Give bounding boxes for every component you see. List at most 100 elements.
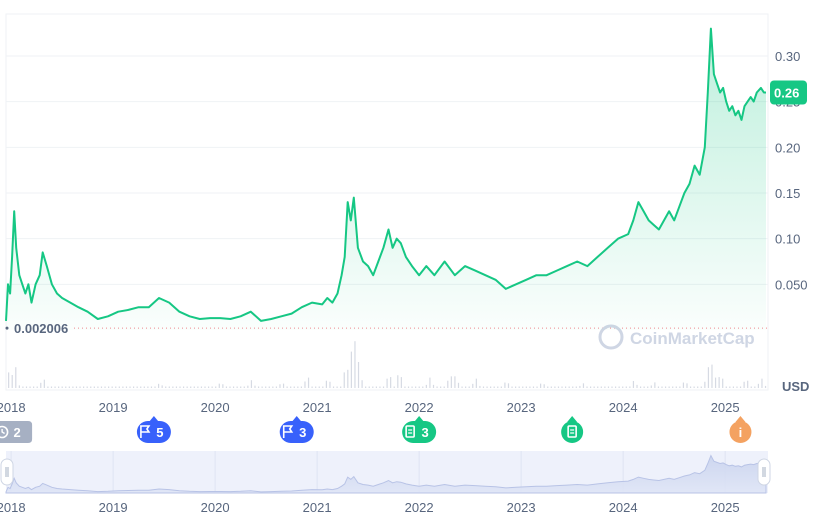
handle-body[interactable] (757, 458, 771, 486)
volume-bar (493, 386, 495, 388)
plot-frame (5, 13, 769, 391)
volume-bar (129, 386, 131, 388)
volume-bar (486, 386, 488, 388)
volume-bar (450, 376, 452, 388)
marker-badge[interactable] (0, 421, 33, 443)
navigator-tick-label: 2019 (99, 500, 128, 515)
volume-bar (125, 386, 128, 388)
volume-bar (440, 386, 442, 388)
volume-bar (668, 386, 670, 388)
volume-bar (243, 386, 245, 388)
volume-bar (390, 377, 392, 388)
volume-bar (525, 386, 527, 388)
volume-bar (732, 386, 735, 388)
price-line (5, 27, 766, 322)
volume-bar (568, 386, 570, 388)
volume-bar (647, 386, 649, 388)
volume-bar (154, 386, 156, 388)
volume-bar (611, 386, 613, 388)
volume-bar (108, 386, 110, 388)
volume-bar (475, 378, 477, 388)
volume-bar (150, 386, 153, 388)
volume-bar (607, 386, 610, 388)
volume-bar (664, 386, 667, 388)
volume-bar (600, 386, 602, 388)
volume-bar (122, 386, 124, 388)
volume-bar (554, 386, 556, 388)
volume-bars (8, 341, 767, 388)
navigator-tick-label: 2023 (507, 500, 536, 515)
event-marker[interactable]: 3 (279, 416, 314, 443)
volume-bar (329, 381, 331, 388)
navigator-tick-label: 2018 (0, 500, 26, 515)
event-marker[interactable]: 3 (402, 416, 437, 443)
volume-bar (297, 386, 299, 388)
volume-bar (340, 386, 342, 388)
flag-icon (282, 425, 294, 438)
volume-bar (711, 364, 713, 388)
volume-bar (83, 386, 85, 388)
history-icon (0, 425, 9, 439)
volume-bar (461, 386, 463, 388)
volume-bar (157, 383, 160, 388)
marker-badge[interactable] (561, 421, 584, 443)
x-tick-label: 2025 (711, 400, 740, 415)
volume-bar (672, 386, 674, 388)
volume-bar (654, 382, 656, 388)
volume-bar (97, 386, 99, 388)
volume-bar (411, 386, 413, 388)
navigator-left-handle[interactable] (0, 458, 14, 486)
volume-bar (447, 380, 449, 388)
volume-bar (204, 386, 206, 388)
volume-bar (15, 367, 17, 388)
volume-bar (468, 386, 470, 388)
event-marker[interactable]: 2 (0, 421, 33, 443)
volume-bar (382, 386, 385, 388)
volume-bar (40, 382, 42, 388)
volume-bar (25, 386, 28, 388)
navigator-right-handle[interactable] (757, 458, 771, 486)
volume-bar (257, 386, 260, 388)
volume-bar (343, 372, 345, 388)
volume-bar (147, 386, 149, 388)
volume-bar (622, 386, 624, 388)
volume-bar (365, 386, 367, 388)
document-icon (567, 425, 577, 438)
volume-bar (293, 386, 295, 388)
volume-bar (457, 382, 460, 388)
volume-bar (697, 386, 699, 388)
volume-bar (425, 384, 427, 388)
volume-bar (254, 385, 256, 388)
volume-bar (543, 384, 545, 388)
current-price-badge (770, 80, 807, 105)
volume-bar (65, 386, 67, 388)
volume-bar (482, 386, 485, 388)
volume-bar (265, 386, 267, 388)
marker-badge[interactable] (402, 421, 437, 443)
volume-bar (415, 386, 417, 388)
volume-bar (172, 386, 174, 388)
event-marker[interactable]: 5 (136, 416, 171, 443)
volume-bar (743, 381, 745, 388)
volume-bar (565, 386, 567, 388)
event-markers[interactable]: 2 5 3 3 i (0, 416, 752, 443)
volume-bar (50, 386, 53, 388)
volume-bar (729, 386, 731, 388)
handle-body[interactable] (0, 458, 14, 486)
volume-bar (704, 381, 706, 388)
volume-bar (115, 386, 117, 388)
marker-badge[interactable] (729, 421, 752, 443)
volume-bar (261, 386, 263, 388)
volume-bar (133, 386, 135, 388)
volume-bar (350, 351, 352, 388)
navigator-tick-label: 2020 (201, 500, 230, 515)
event-marker[interactable] (561, 416, 584, 443)
volume-bar (240, 386, 242, 388)
event-marker[interactable]: i (729, 416, 752, 443)
volume-bar (547, 386, 549, 388)
volume-bar (754, 386, 756, 388)
range-navigator[interactable]: 2018 2019 2020 2021 2022 2023 2024 2025 (0, 451, 771, 515)
volume-bar (236, 386, 238, 388)
marker-pointer (148, 416, 159, 422)
